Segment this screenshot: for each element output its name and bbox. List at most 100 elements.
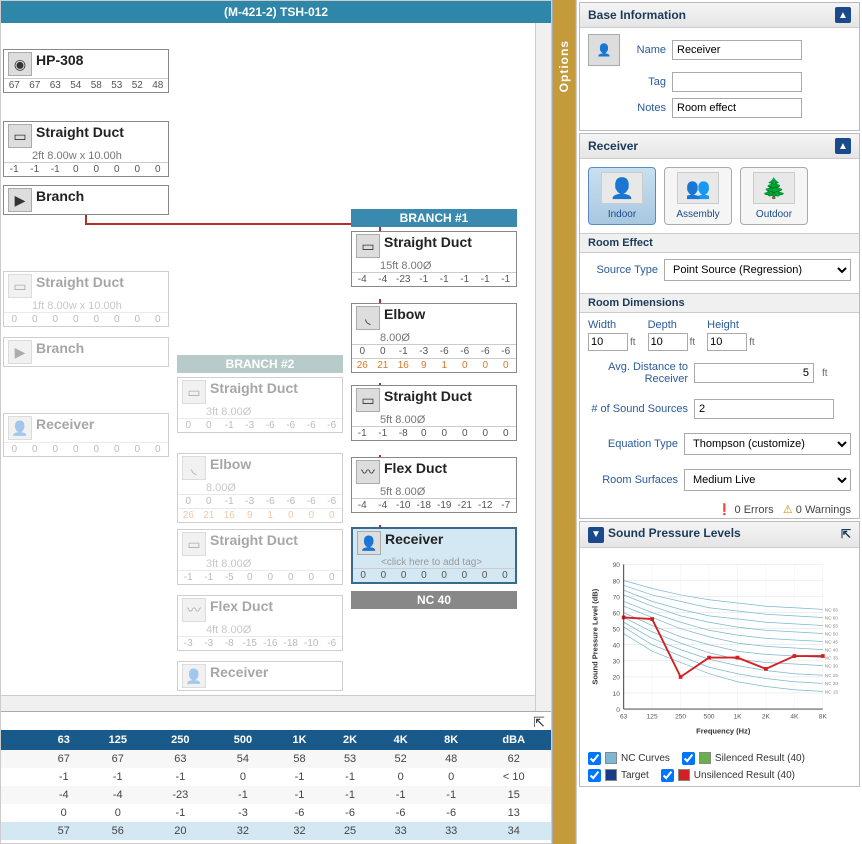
legend-item[interactable]: Silenced Result (40) bbox=[682, 752, 805, 765]
b2-straight2[interactable]: ▭Straight Duct 3ft 8.00Ø -1-1-500000 bbox=[177, 529, 343, 585]
b1-straight2[interactable]: ▭Straight Duct 5ft 8.00Ø -1-1-800000 bbox=[351, 385, 517, 441]
node-ghost-receiver[interactable]: 👤Receiver 00000000 bbox=[3, 413, 169, 457]
notes-input[interactable] bbox=[672, 98, 802, 118]
flex-icon: 〰 bbox=[182, 598, 206, 622]
expand-icon[interactable]: ⇱ bbox=[533, 714, 545, 731]
receiver-type-indoor[interactable]: 👤Indoor bbox=[588, 167, 656, 225]
svg-text:20: 20 bbox=[613, 674, 621, 681]
b1-flex[interactable]: 〰Flex Duct 5ft 8.00Ø -4-4-10-18-19-21-12… bbox=[351, 457, 517, 513]
legend-item[interactable]: Unsilenced Result (40) bbox=[661, 769, 795, 782]
surfaces-select[interactable]: Medium Live bbox=[684, 469, 851, 491]
receiver-panel: Receiver▲ 👤Indoor👥Assembly🌲Outdoor Room … bbox=[579, 133, 860, 519]
legend-item[interactable]: NC Curves bbox=[588, 752, 670, 765]
receiver-avatar-icon: 👤 bbox=[588, 34, 620, 66]
svg-text:NC 60: NC 60 bbox=[825, 615, 839, 620]
nc-footer: NC 40 bbox=[351, 591, 517, 609]
width-input[interactable] bbox=[588, 333, 628, 351]
svg-text:500: 500 bbox=[704, 713, 715, 720]
freq-table: 631252505001K2K4K8KdBA 67676354585352486… bbox=[1, 730, 551, 840]
duct-icon: ▭ bbox=[356, 234, 380, 258]
svg-text:NC 30: NC 30 bbox=[825, 663, 839, 668]
svg-text:63: 63 bbox=[620, 713, 628, 720]
svg-text:70: 70 bbox=[613, 594, 621, 601]
branch1-header[interactable]: BRANCH #1 bbox=[351, 209, 517, 227]
node-straight[interactable]: ▭Straight Duct 2ft 8.00w x 10.00h -1-1-1… bbox=[3, 121, 169, 177]
svg-text:NC 45: NC 45 bbox=[825, 639, 839, 644]
svg-text:1K: 1K bbox=[733, 713, 742, 720]
height-input[interactable] bbox=[707, 333, 747, 351]
fan-icon: ◉ bbox=[8, 52, 32, 76]
svg-text:Frequency (Hz): Frequency (Hz) bbox=[696, 726, 751, 735]
svg-text:2K: 2K bbox=[762, 713, 771, 720]
svg-text:10: 10 bbox=[613, 690, 621, 697]
horizontal-scrollbar[interactable] bbox=[1, 695, 535, 711]
svg-text:8K: 8K bbox=[819, 713, 828, 720]
vertical-scrollbar[interactable] bbox=[535, 23, 551, 711]
svg-text:50: 50 bbox=[613, 626, 621, 633]
branch-icon: ▶ bbox=[8, 188, 32, 212]
options-tab[interactable]: Options bbox=[552, 0, 576, 844]
source-type-select[interactable]: Point Source (Regression) bbox=[664, 259, 851, 281]
svg-text:NC 35: NC 35 bbox=[825, 655, 839, 660]
depth-input[interactable] bbox=[648, 333, 688, 351]
b2-flex[interactable]: 〰Flex Duct 4ft 8.00Ø -3-3-8-15-16-18-10-… bbox=[177, 595, 343, 651]
node-hp[interactable]: ◉HP-308 6767635458535248 bbox=[3, 49, 169, 93]
svg-text:NC 65: NC 65 bbox=[825, 607, 839, 612]
receiver-type-assembly[interactable]: 👥Assembly bbox=[664, 167, 732, 225]
b2-receiver[interactable]: 👤Receiver bbox=[177, 661, 343, 691]
svg-text:NC 15: NC 15 bbox=[825, 689, 839, 694]
name-input[interactable] bbox=[672, 40, 802, 60]
collapse-icon[interactable]: ▲ bbox=[835, 138, 851, 154]
chevron-down-icon[interactable]: ▼ bbox=[588, 527, 604, 543]
svg-text:125: 125 bbox=[647, 713, 658, 720]
collapse-icon[interactable]: ▲ bbox=[835, 7, 851, 23]
freq-table-panel: ⇱ 631252505001K2K4K8KdBA 676763545853524… bbox=[1, 711, 551, 843]
tree-pane: (M-421-2) TSH-012 ◉HP-308 67676354585352… bbox=[0, 0, 552, 844]
svg-text:30: 30 bbox=[613, 658, 621, 665]
tree-canvas[interactable]: ◉HP-308 6767635458535248 ▭Straight Duct … bbox=[1, 23, 551, 703]
status-line: ❗ 0 Errors ⚠ 0 Warnings bbox=[580, 501, 859, 518]
duct-icon: ▭ bbox=[8, 124, 32, 148]
receiver-icon: 👤 bbox=[357, 531, 381, 555]
freq-row: 6767635458535248 bbox=[4, 78, 168, 92]
svg-text:40: 40 bbox=[613, 642, 621, 649]
svg-text:NC 25: NC 25 bbox=[825, 673, 839, 678]
sources-input[interactable] bbox=[694, 399, 834, 419]
spl-chart: 0102030405060708090631252505001K2K4K8KNC… bbox=[580, 548, 859, 748]
svg-text:250: 250 bbox=[675, 713, 686, 720]
b2-elbow[interactable]: ◟Elbow 8.00Ø 00-1-3-6-6-6-6 26211691000 bbox=[177, 453, 343, 523]
receiver-icon: 👤 bbox=[182, 664, 206, 688]
receiver-icon: 👤 bbox=[8, 416, 32, 440]
eq-type-select[interactable]: Thompson (customize) bbox=[684, 433, 851, 455]
node-branch[interactable]: ▶Branch bbox=[3, 185, 169, 215]
duct-icon: ▭ bbox=[182, 380, 206, 404]
b2-straight1[interactable]: ▭Straight Duct 3ft 8.00Ø 00-1-3-6-6-6-6 bbox=[177, 377, 343, 433]
svg-text:60: 60 bbox=[613, 610, 621, 617]
properties-pane: Base Information▲ 👤 Name Tag Notes bbox=[576, 0, 862, 844]
node-ghost-straight[interactable]: ▭Straight Duct 1ft 8.00w x 10.00h 000000… bbox=[3, 271, 169, 327]
popout-icon[interactable]: ⇱ bbox=[841, 527, 851, 541]
legend-item[interactable]: Target bbox=[588, 769, 649, 782]
svg-text:NC 55: NC 55 bbox=[825, 623, 839, 628]
duct-icon: ▭ bbox=[8, 274, 32, 298]
svg-text:Sound Pressure Level (dB): Sound Pressure Level (dB) bbox=[590, 588, 599, 684]
b1-elbow[interactable]: ◟Elbow 8.00Ø 00-1-3-6-6-6-6 26211691000 bbox=[351, 303, 517, 373]
base-info-panel: Base Information▲ 👤 Name Tag Notes bbox=[579, 2, 860, 131]
elbow-icon: ◟ bbox=[182, 456, 206, 480]
avg-dist-input[interactable] bbox=[694, 363, 814, 383]
flex-icon: 〰 bbox=[356, 460, 380, 484]
duct-icon: ▭ bbox=[182, 532, 206, 556]
tag-input[interactable] bbox=[672, 72, 802, 92]
elbow-icon: ◟ bbox=[356, 306, 380, 330]
svg-text:NC 40: NC 40 bbox=[825, 647, 839, 652]
branch2-header[interactable]: BRANCH #2 bbox=[177, 355, 343, 373]
svg-text:80: 80 bbox=[613, 578, 621, 585]
branch-icon: ▶ bbox=[8, 340, 32, 364]
svg-text:4K: 4K bbox=[790, 713, 799, 720]
svg-text:NC 20: NC 20 bbox=[825, 681, 839, 686]
b1-straight1[interactable]: ▭Straight Duct 15ft 8.00Ø -4-4-23-1-1-1-… bbox=[351, 231, 517, 287]
node-ghost-branch[interactable]: ▶Branch bbox=[3, 337, 169, 367]
b1-receiver[interactable]: 👤Receiver <click here to add tag> 000000… bbox=[351, 527, 517, 584]
tree-header: (M-421-2) TSH-012 bbox=[1, 1, 551, 23]
receiver-type-outdoor[interactable]: 🌲Outdoor bbox=[740, 167, 808, 225]
